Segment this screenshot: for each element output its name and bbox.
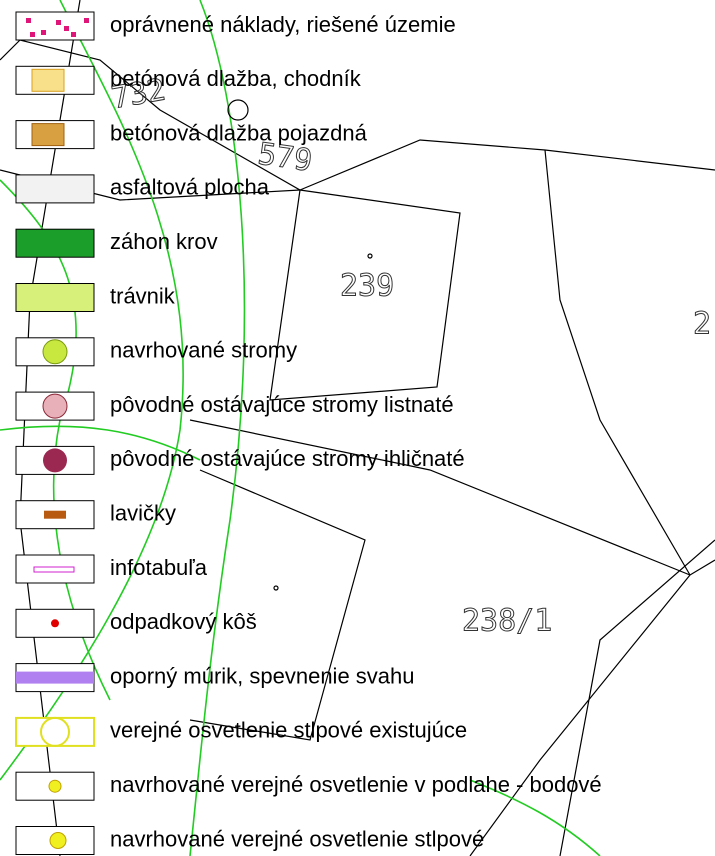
legend-row [15, 663, 95, 693]
lamp [40, 716, 70, 747]
legend-label: odpadkový kôš [110, 609, 257, 634]
parcel-label: 238/1 [462, 604, 552, 639]
swatch [15, 11, 95, 41]
bin [51, 619, 59, 628]
parcel-label: 2 [693, 307, 711, 342]
legend-label: betónová dlažba pojazdná [110, 120, 368, 145]
legend-label: lavičky [110, 501, 176, 526]
lamp [49, 832, 67, 849]
legend: oprávnené náklady, riešené územie betónov… [15, 11, 602, 855]
swatch [15, 228, 95, 258]
legend-row [15, 716, 95, 747]
legend-row [15, 120, 95, 150]
legend-row [15, 554, 95, 584]
dot [26, 18, 31, 23]
legend-label: pôvodné ostávajúce stromy ihličnaté [110, 446, 465, 471]
legend-label: navrhované stromy [110, 338, 297, 363]
legend-row [15, 608, 95, 638]
fill [31, 123, 65, 147]
legend-row [15, 500, 95, 530]
legend-row [15, 771, 95, 801]
tree [42, 393, 68, 419]
legend-label: verejné osvetlenie stlpové existujúce [110, 718, 467, 743]
legend-label: navrhované verejné osvetlenie v podlahe … [110, 772, 602, 797]
legend-label: navrhované verejné osvetlenie stlpové [110, 826, 484, 851]
dot [30, 32, 35, 37]
tree [42, 339, 68, 365]
swatch [15, 174, 95, 204]
bench [44, 510, 66, 519]
swatch [15, 554, 95, 584]
legend-row [15, 826, 95, 855]
swatch [15, 771, 95, 801]
legend-label: betónová dlažba, chodník [110, 66, 362, 91]
dot [84, 18, 89, 23]
dot [64, 26, 69, 31]
legend-row [15, 337, 95, 367]
fill [31, 68, 65, 92]
legend-label: infotabuľa [110, 555, 208, 580]
dot [71, 32, 76, 37]
swatch [15, 716, 95, 747]
legend-label: asfaltová plocha [110, 175, 270, 200]
legend-label: pôvodné ostávajúce stromy listnaté [110, 392, 454, 417]
swatch [15, 283, 95, 312]
tree [43, 448, 67, 473]
parcel-label: 579 [256, 137, 315, 179]
legend-row [15, 283, 95, 312]
legend-label: trávnik [110, 283, 176, 308]
legend-row [15, 228, 95, 258]
legend-row [15, 11, 95, 41]
board [33, 566, 75, 573]
dot [41, 30, 46, 35]
legend-row [15, 65, 95, 95]
legend-label: záhon krov [110, 229, 218, 254]
legend-row [15, 391, 95, 421]
dot [56, 20, 61, 25]
legend-label: oprávnené náklady, riešené územie [110, 12, 456, 37]
wall [16, 671, 94, 684]
legend-label: oporný múrik, spevnenie svahu [110, 663, 415, 688]
legend-row [15, 445, 95, 475]
parcel-label: 239 [340, 269, 394, 304]
lamp [48, 779, 62, 793]
legend-row [15, 174, 95, 204]
